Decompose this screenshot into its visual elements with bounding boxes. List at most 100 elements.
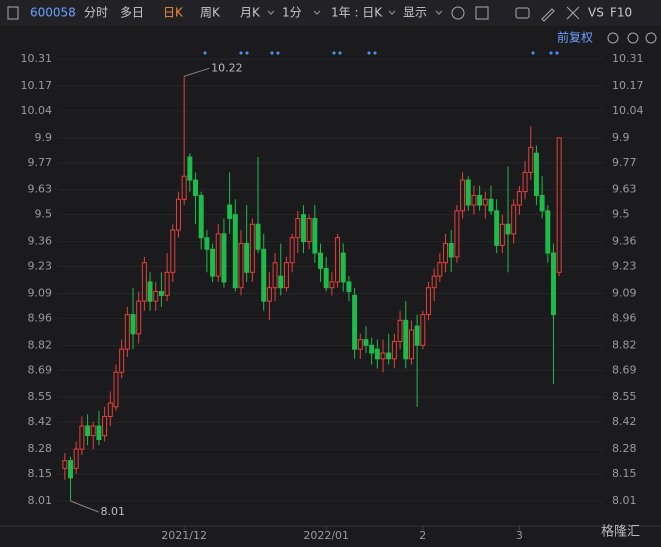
candle-body: [352, 294, 358, 350]
candle-body: [403, 319, 409, 360]
candle-body: [153, 291, 159, 302]
sidebar-icon[interactable]: [7, 6, 19, 20]
candle-body: [107, 402, 113, 417]
candle-body: [323, 267, 329, 289]
y-tick-label: 8.96: [28, 311, 53, 324]
candle-body: [482, 198, 488, 206]
candle-body: [391, 340, 397, 360]
y-tick-label-right: 8.69: [612, 363, 637, 376]
y-tick-label-right: 8.01: [612, 494, 637, 507]
y-tick-label: 10.31: [21, 52, 53, 65]
candle-body: [244, 242, 250, 273]
y-tick-label: 9.9: [35, 131, 53, 144]
adjust-button[interactable]: 前复权: [557, 30, 593, 45]
y-tick-label-right: 9.36: [612, 235, 637, 248]
candle-body: [420, 314, 426, 346]
candle-body: [272, 262, 278, 289]
candle-body: [289, 237, 295, 264]
tab[interactable]: 分时: [84, 6, 108, 20]
x-tick-label: 2: [419, 529, 426, 542]
candle-body: [431, 275, 437, 289]
max-pointer: [184, 67, 210, 77]
candle-body: [528, 146, 534, 173]
candle-body: [443, 242, 449, 264]
zoom-out[interactable]: [627, 32, 639, 44]
stock-code[interactable]: 600058: [30, 6, 76, 20]
candle-body: [386, 352, 392, 360]
candle-body: [550, 252, 556, 316]
candle-body: [437, 262, 443, 277]
y-tick-label: 10.17: [21, 79, 53, 92]
plot: 8.01 8.01 8.15 8.15 8.28 8.28 8.42 8.42 8.55 8.55…: [21, 52, 644, 542]
f10-button[interactable]: F10: [610, 6, 632, 20]
candle-body: [227, 204, 233, 220]
y-tick-label-right: 10.17: [612, 79, 644, 92]
candle-body: [380, 352, 386, 360]
candle-body: [232, 214, 238, 289]
candle-body: [369, 344, 375, 354]
reset-icon[interactable]: [607, 32, 619, 44]
x-tick-label: 2022/01: [303, 529, 349, 542]
candle-body: [238, 242, 244, 289]
tab[interactable]: 1分: [282, 6, 302, 20]
tab[interactable]: 周K: [200, 6, 221, 20]
pen-icon[interactable]: [541, 8, 555, 22]
candle-body: [90, 425, 96, 437]
toolbar: [0, 0, 661, 26]
candle-body: [79, 425, 85, 450]
tab[interactable]: 多日: [120, 6, 144, 20]
checkbox[interactable]: [475, 6, 489, 20]
y-tick-label: 9.77: [28, 156, 53, 169]
y-tick-label-right: 8.82: [612, 338, 637, 351]
y-tick-label: 8.42: [28, 415, 53, 428]
candle-body: [266, 287, 272, 302]
dropdown-arrow: [313, 10, 321, 15]
candle-body: [448, 242, 454, 258]
display-select[interactable]: 显示: [403, 6, 427, 20]
candle-body: [175, 198, 181, 231]
min-pointer: [70, 500, 99, 513]
candle-body: [204, 237, 210, 250]
camera-icon[interactable]: [515, 7, 530, 19]
candle-body: [73, 448, 79, 469]
y-tick-label-right: 9.77: [612, 156, 637, 169]
period-select[interactable]: 1年 : 日K: [331, 6, 383, 20]
fullscreen-icon[interactable]: [566, 6, 580, 20]
candle-body: [147, 281, 153, 302]
vs-button[interactable]: VS: [588, 6, 604, 20]
candle-body: [136, 300, 142, 335]
candle-body: [460, 179, 466, 212]
candle-body: [306, 218, 312, 243]
candle-body: [295, 218, 301, 239]
tab-active[interactable]: 日K: [163, 6, 184, 20]
candle-body: [425, 287, 431, 316]
candle-body: [363, 339, 369, 346]
settings-icon[interactable]: [451, 6, 465, 20]
x-tick-label: 3: [516, 529, 523, 542]
candle-body: [215, 233, 221, 277]
candle-body: [283, 262, 289, 289]
candle-body: [374, 348, 380, 360]
candle-body: [494, 210, 500, 246]
dropdown-arrow: [435, 10, 443, 15]
candle-body: [278, 275, 284, 289]
candle-body: [124, 314, 130, 350]
dropdown-arrow: [388, 10, 396, 15]
candle-body: [181, 175, 187, 200]
candle-body: [545, 210, 551, 254]
candle-body: [198, 194, 204, 239]
dropdown-arrow: [267, 10, 275, 15]
candle-body: [130, 314, 136, 335]
candle-body: [85, 425, 91, 437]
candle-body: [465, 179, 471, 206]
candle-body: [556, 137, 562, 273]
candle-body: [477, 194, 483, 206]
y-tick-label: 9.23: [28, 260, 53, 273]
candle-body: [261, 248, 267, 302]
watermark: 格隆汇: [601, 524, 640, 540]
candle-body: [170, 229, 176, 273]
zoom-in[interactable]: [645, 32, 657, 44]
candle-body: [113, 371, 119, 408]
tab[interactable]: 月K: [240, 6, 261, 20]
y-tick-label: 10.04: [21, 104, 53, 117]
